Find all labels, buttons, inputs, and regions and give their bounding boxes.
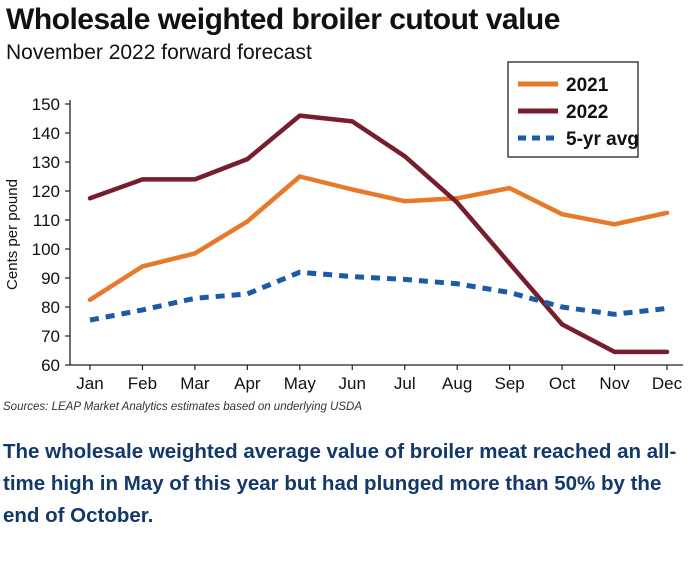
- x-tick-label-Feb: Feb: [128, 374, 157, 393]
- y-tick-label-150: 150: [32, 95, 60, 114]
- x-tick-label-May: May: [284, 374, 317, 393]
- x-tick-label-Aug: Aug: [442, 374, 472, 393]
- x-tick-label-Oct: Oct: [549, 374, 576, 393]
- series-line-2022: [87, 113, 670, 355]
- x-tick-label-Mar: Mar: [180, 374, 210, 393]
- line-chart: 60 70 80 90 100 110 120 130 140 150 Cents per poun…: [4, 61, 683, 393]
- axes: 60 70 80 90 100 110 120 130 140 150 Cents per poun…: [4, 95, 683, 393]
- y-tick-label-70: 70: [41, 327, 60, 346]
- x-tick-label-Sep: Sep: [495, 374, 525, 393]
- y-tick-label-140: 140: [32, 124, 60, 143]
- legend-label-2022: 2022: [566, 102, 608, 123]
- chart-title: Wholesale weighted broiler cutout value: [6, 3, 560, 36]
- legend: 2021 2022 5-yr avg: [507, 61, 639, 158]
- x-tick-label-Jan: Jan: [76, 374, 103, 393]
- chart-subtitle: November 2022 forward forecast: [6, 41, 312, 64]
- y-tick-label-100: 100: [32, 240, 60, 259]
- series-line-2021: [87, 174, 670, 303]
- legend-label-5-yr-avg: 5-yr avg: [566, 129, 639, 150]
- y-tick-label-90: 90: [41, 269, 60, 288]
- y-tick-label-130: 130: [32, 153, 60, 172]
- x-tick-label-Jul: Jul: [394, 374, 416, 393]
- x-tick-label-Apr: Apr: [234, 374, 261, 393]
- y-tick-label-80: 80: [41, 298, 60, 317]
- series-line-5-yr-avg: [89, 269, 668, 323]
- x-tick-label-Nov: Nov: [599, 374, 630, 393]
- y-axis-label: Cents per pound: [4, 179, 21, 290]
- x-tick-label-Jun: Jun: [339, 374, 366, 393]
- legend-label-2021: 2021: [566, 75, 609, 96]
- y-tick-label-110: 110: [33, 211, 60, 230]
- y-tick-label-60: 60: [41, 356, 60, 375]
- x-tick-label-Dec: Dec: [652, 374, 683, 393]
- series-lines: [87, 113, 670, 355]
- caption-text: The wholesale weighted average value of …: [3, 440, 677, 527]
- y-tick-label-120: 120: [32, 182, 60, 201]
- source-note: Sources: LEAP Market Analytics estimates…: [3, 401, 363, 413]
